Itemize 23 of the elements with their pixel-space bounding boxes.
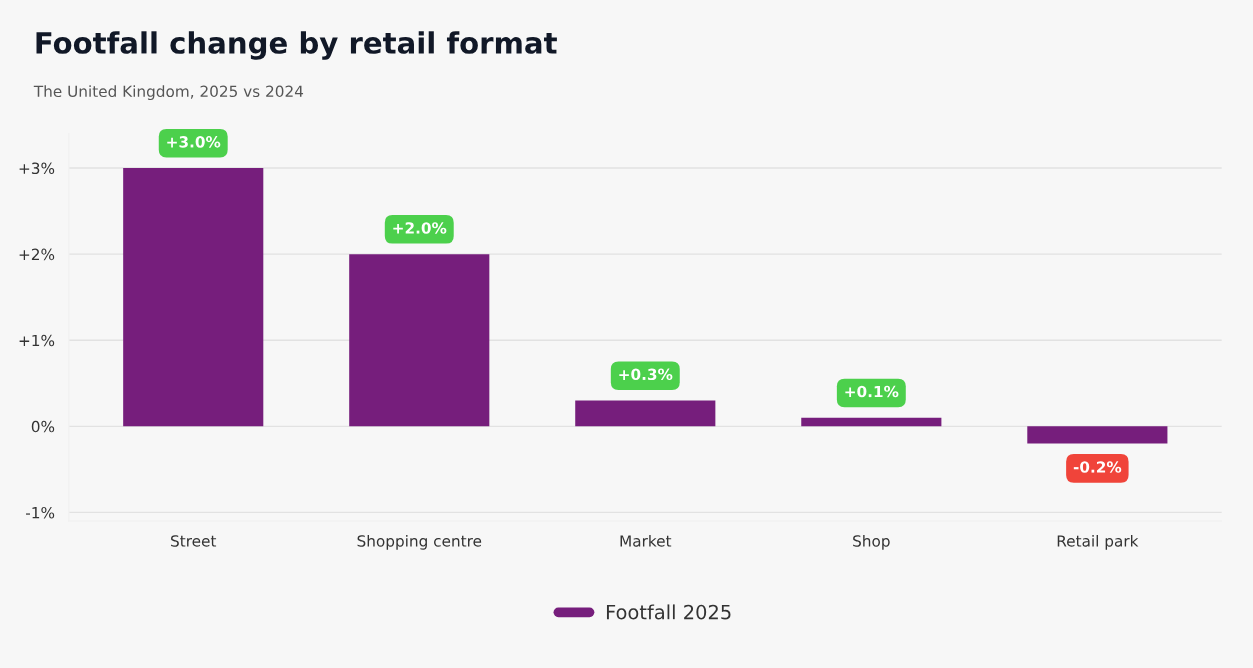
bar <box>801 417 942 427</box>
data-label: -0.2% <box>1073 461 1122 473</box>
data-label: +0.1% <box>845 385 899 398</box>
chart-subtitle: The United Kingdom, 2025 vs 2024 <box>33 85 304 101</box>
y-tick-label: +3% <box>19 162 55 175</box>
data-label: +3.0% <box>167 136 221 148</box>
x-tick-label: Shop <box>853 534 890 550</box>
bar <box>349 254 490 427</box>
bar <box>123 168 264 427</box>
y-tick-label: +2% <box>19 248 55 261</box>
x-tick-label: Street <box>171 535 217 547</box>
y-tick-label: +1% <box>19 334 55 347</box>
bar <box>1027 426 1168 444</box>
data-label: +2.0% <box>393 222 447 234</box>
bar <box>575 400 716 427</box>
data-label: +0.3% <box>619 368 673 381</box>
chart-title: Footfall change by retail format <box>36 31 557 60</box>
x-tick-label: Shopping centre <box>357 534 482 550</box>
legend-label: Footfall 2025 <box>606 604 731 620</box>
x-tick-label: Market <box>620 534 672 547</box>
y-tick-label: -1% <box>26 506 55 519</box>
y-tick-label: 0% <box>31 420 55 433</box>
x-tick-label: Retail park <box>1057 534 1139 550</box>
